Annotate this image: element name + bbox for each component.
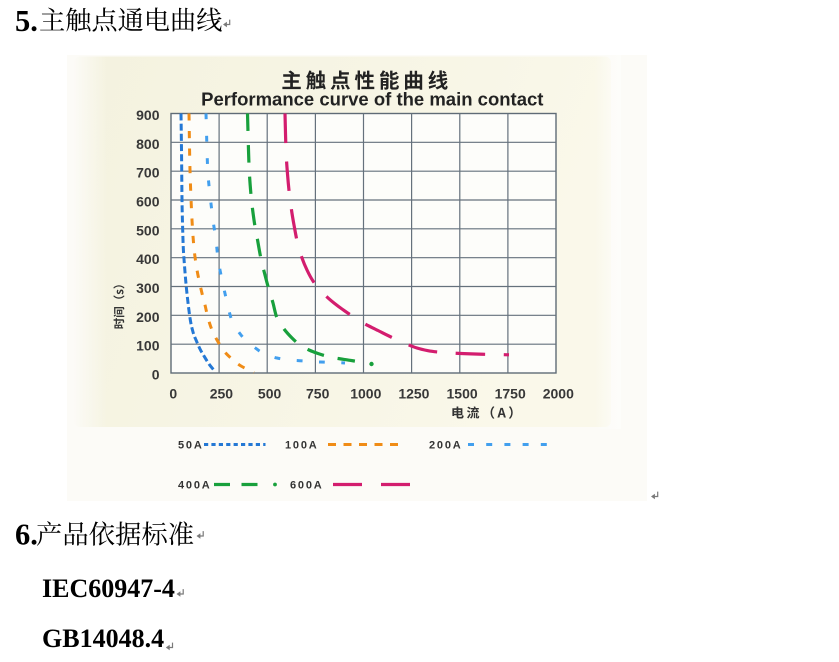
svg-text:300: 300: [136, 280, 160, 296]
svg-text:500: 500: [136, 222, 160, 238]
svg-text:700: 700: [136, 165, 160, 181]
svg-text:0: 0: [152, 367, 160, 383]
svg-text:600: 600: [136, 194, 160, 210]
svg-text:6.: 6.: [15, 517, 38, 551]
svg-text:500: 500: [258, 385, 282, 401]
svg-text:50A: 50A: [178, 440, 204, 452]
svg-text:2000: 2000: [543, 385, 574, 401]
svg-text:Performance curve of the main: Performance curve of the main contact: [201, 89, 543, 110]
svg-text:200A: 200A: [429, 440, 463, 452]
svg-text:5.: 5.: [15, 4, 38, 38]
svg-text:800: 800: [136, 136, 160, 152]
svg-text:0: 0: [169, 385, 177, 401]
svg-text:1750: 1750: [495, 385, 526, 401]
svg-text:1250: 1250: [398, 385, 429, 401]
svg-text:100: 100: [136, 338, 160, 354]
svg-text:1500: 1500: [447, 385, 478, 401]
svg-text:100A: 100A: [285, 440, 319, 452]
svg-text:200: 200: [136, 309, 160, 325]
svg-text:400: 400: [136, 251, 160, 267]
svg-text:250: 250: [210, 385, 234, 401]
svg-text:IEC60947-4: IEC60947-4: [42, 574, 175, 603]
svg-text:GB14048.4: GB14048.4: [42, 624, 164, 653]
svg-text:600A: 600A: [290, 480, 324, 492]
svg-text:900: 900: [136, 107, 160, 123]
svg-text:750: 750: [306, 385, 330, 401]
svg-text:1000: 1000: [350, 385, 381, 401]
svg-text:400A: 400A: [178, 480, 212, 492]
